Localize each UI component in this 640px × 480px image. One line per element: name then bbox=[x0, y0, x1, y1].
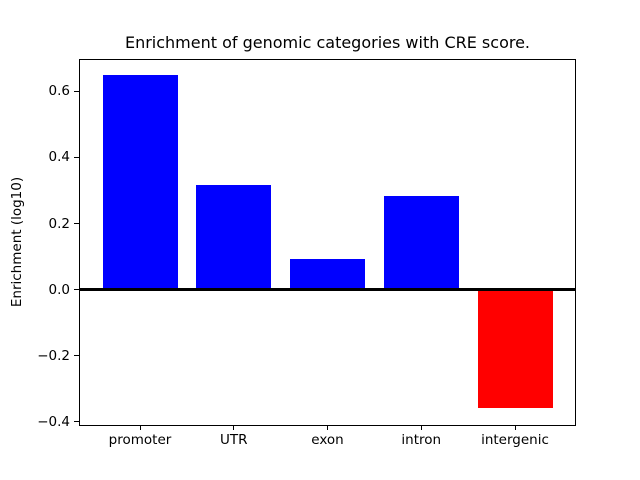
y-tick-label: −0.4 bbox=[37, 413, 70, 430]
chart-title: Enrichment of genomic categories with CR… bbox=[124, 33, 531, 52]
x-tick-mark bbox=[420, 425, 422, 430]
y-tick-mark bbox=[74, 355, 79, 357]
y-tick-label: 0.4 bbox=[48, 149, 70, 166]
x-tick-label-intergenic: intergenic bbox=[481, 432, 549, 448]
x-tick-mark bbox=[233, 425, 235, 430]
x-tick-mark bbox=[514, 425, 516, 430]
bar-intergenic bbox=[477, 289, 553, 409]
y-tick-mark bbox=[74, 90, 79, 92]
y-tick-label: 0.6 bbox=[48, 83, 70, 100]
x-tick-label-intron: intron bbox=[401, 432, 442, 448]
bar-intron bbox=[383, 196, 459, 290]
x-tick-label-exon: exon bbox=[311, 432, 344, 448]
y-tick-mark bbox=[74, 156, 79, 158]
zero-line bbox=[80, 288, 575, 292]
y-tick-mark bbox=[74, 289, 79, 291]
x-tick-mark bbox=[139, 425, 141, 430]
y-tick-label: 0.2 bbox=[48, 215, 70, 232]
y-tick-label: 0.0 bbox=[48, 281, 70, 298]
bar-promoter bbox=[102, 74, 178, 290]
bar-UTR bbox=[196, 184, 272, 290]
y-tick-mark bbox=[74, 223, 79, 224]
y-tick-mark bbox=[74, 421, 79, 423]
y-tick-label: −0.2 bbox=[37, 347, 70, 364]
x-tick-label-promoter: promoter bbox=[108, 432, 172, 448]
bar-exon bbox=[290, 259, 365, 290]
x-tick-mark bbox=[327, 425, 328, 430]
plot-area: −0.4 −0.2 0.0 0.2 0.4 0.6 promoter UTR exon intro… bbox=[37, 59, 576, 447]
x-tick-label-UTR: UTR bbox=[219, 432, 248, 448]
